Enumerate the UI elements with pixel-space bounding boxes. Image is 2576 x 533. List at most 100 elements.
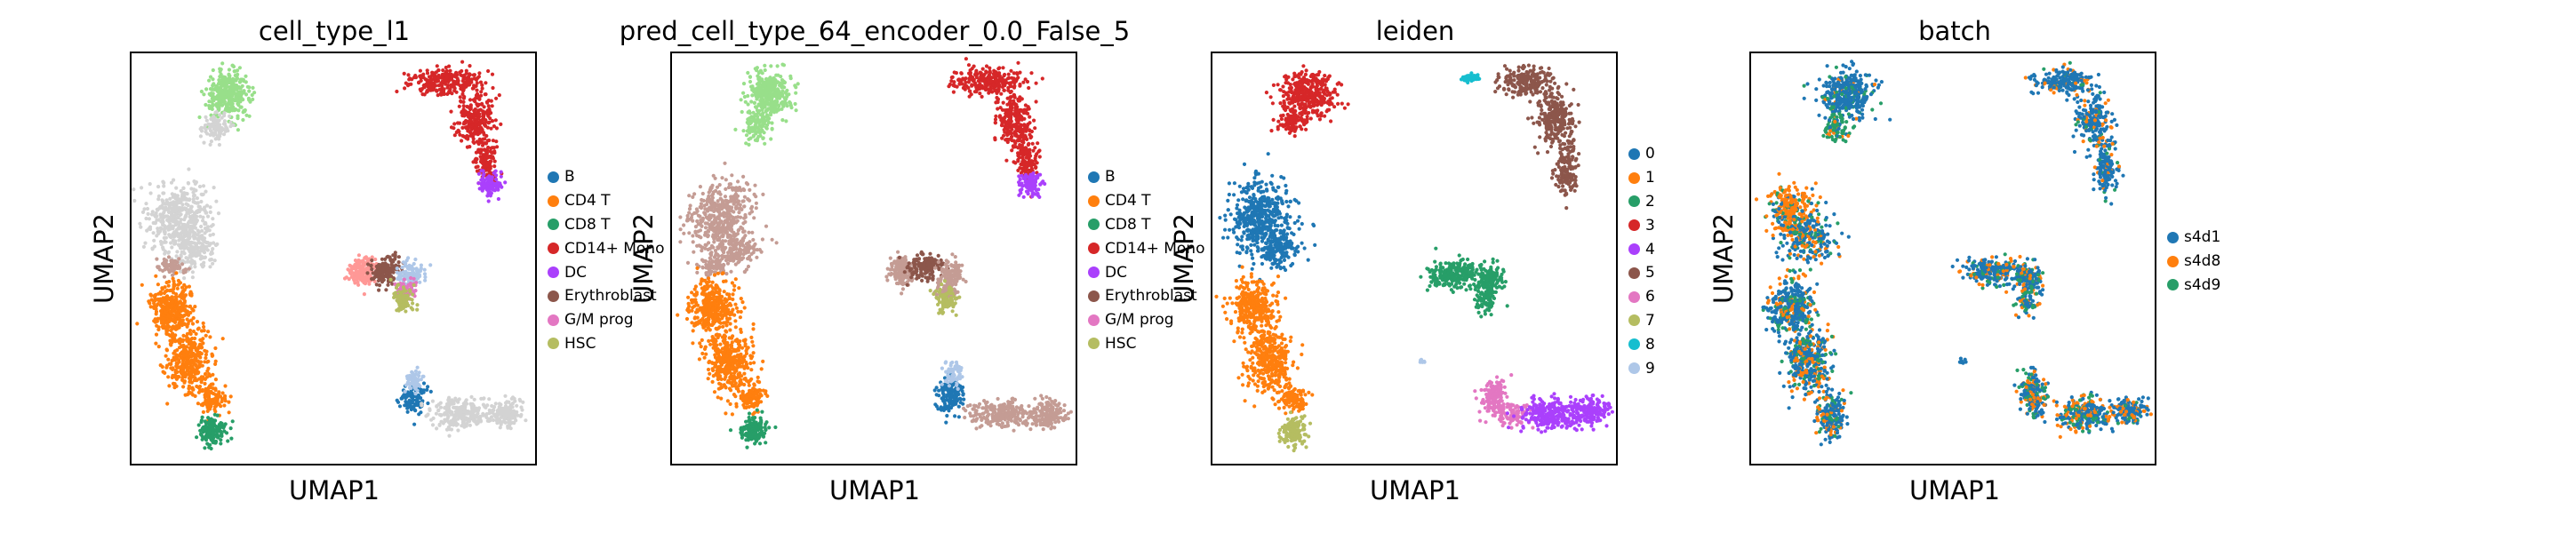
data-point xyxy=(188,226,194,230)
legend-marker xyxy=(548,243,559,255)
data-point xyxy=(188,243,192,247)
data-point xyxy=(211,223,215,227)
data-point xyxy=(412,282,416,287)
data-point xyxy=(423,278,428,282)
data-point xyxy=(221,426,226,430)
data-point xyxy=(741,229,746,235)
data-point xyxy=(444,65,448,70)
data-point xyxy=(172,314,176,318)
data-point xyxy=(727,212,732,217)
data-point xyxy=(227,93,231,98)
data-point xyxy=(494,173,499,178)
data-point xyxy=(197,115,202,120)
data-point xyxy=(767,76,772,81)
x-axis-label: UMAP1 xyxy=(288,475,380,505)
data-point xyxy=(172,283,176,288)
data-point xyxy=(158,226,163,230)
data-point xyxy=(208,87,213,91)
data-point xyxy=(700,191,705,196)
data-point xyxy=(144,216,148,221)
data-point xyxy=(212,186,216,190)
data-point xyxy=(719,227,724,232)
data-point xyxy=(404,298,409,302)
data-point xyxy=(466,81,470,85)
data-point xyxy=(192,248,196,252)
data-point xyxy=(179,188,183,194)
data-point xyxy=(173,327,178,331)
data-point xyxy=(190,241,196,245)
data-point xyxy=(734,237,739,242)
data-point xyxy=(178,225,182,229)
data-point xyxy=(208,407,212,411)
data-point xyxy=(220,80,226,84)
data-point xyxy=(780,62,785,67)
data-point xyxy=(365,262,371,266)
data-point xyxy=(691,240,695,244)
data-point xyxy=(415,365,420,370)
data-point xyxy=(377,288,381,292)
data-point xyxy=(703,211,708,216)
data-point xyxy=(171,333,175,338)
data-point xyxy=(196,327,200,331)
data-point xyxy=(178,269,183,274)
data-point xyxy=(474,165,478,170)
legend-item: B xyxy=(548,165,664,189)
data-point xyxy=(488,194,492,198)
data-point xyxy=(204,333,208,338)
data-point xyxy=(490,403,494,409)
data-point xyxy=(187,167,191,171)
data-point xyxy=(164,240,168,244)
data-point xyxy=(175,250,180,254)
data-point xyxy=(753,125,757,130)
data-point xyxy=(160,198,164,203)
data-point xyxy=(228,120,233,124)
data-point xyxy=(503,180,508,185)
data-point xyxy=(458,132,462,137)
data-point xyxy=(418,68,422,73)
data-point xyxy=(746,197,750,202)
data-point xyxy=(486,68,491,74)
data-point xyxy=(229,436,234,441)
data-point xyxy=(794,108,798,113)
data-point xyxy=(206,330,211,334)
data-point xyxy=(460,91,465,97)
data-point xyxy=(475,102,479,107)
data-point xyxy=(752,87,756,91)
data-point xyxy=(461,96,466,100)
data-point xyxy=(404,285,409,290)
data-point xyxy=(188,345,193,350)
data-point xyxy=(169,362,173,366)
data-point xyxy=(715,203,719,207)
data-point xyxy=(201,219,205,223)
data-point xyxy=(174,377,179,381)
data-point xyxy=(164,206,169,211)
data-point xyxy=(188,252,193,257)
data-point xyxy=(450,418,454,424)
data-point xyxy=(494,177,499,181)
data-point xyxy=(724,239,728,243)
data-point xyxy=(191,329,196,334)
data-point xyxy=(474,150,478,155)
panel-title: cell_type_l1 xyxy=(258,16,411,46)
data-point xyxy=(462,114,467,118)
data-point xyxy=(682,231,686,235)
data-point xyxy=(687,211,692,215)
data-point xyxy=(179,253,183,258)
data-point xyxy=(776,93,780,98)
data-point xyxy=(160,299,164,304)
data-point xyxy=(724,230,729,235)
data-point xyxy=(479,158,484,163)
data-point xyxy=(778,81,782,85)
data-point xyxy=(187,208,191,212)
data-point xyxy=(758,133,763,138)
data-point xyxy=(749,99,754,104)
data-point xyxy=(405,405,410,410)
data-point xyxy=(685,213,690,219)
data-point xyxy=(180,375,185,380)
data-point xyxy=(700,219,704,224)
data-point xyxy=(394,295,398,299)
data-point xyxy=(493,118,498,123)
data-point xyxy=(415,397,420,402)
data-point xyxy=(708,226,712,230)
data-point xyxy=(360,275,364,280)
